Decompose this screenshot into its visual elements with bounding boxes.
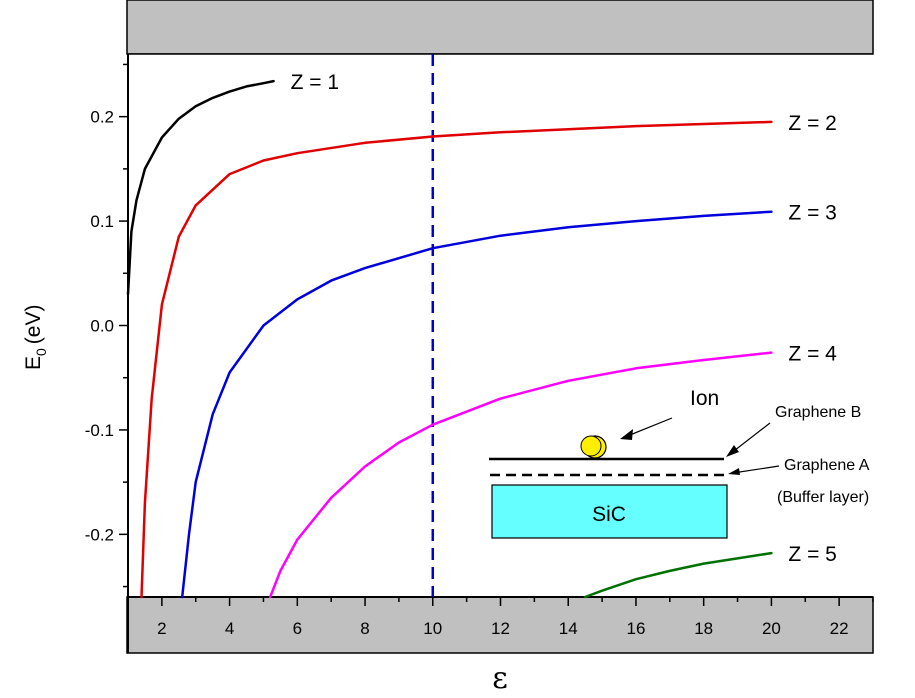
series-line-z1 <box>126 79 275 296</box>
x-tick-label: 6 <box>293 619 302 638</box>
x-tick-label: 10 <box>423 619 442 638</box>
x-tick-label: 2 <box>157 619 166 638</box>
x-tick-label: 4 <box>225 619 234 638</box>
x-tick-label: 16 <box>626 619 645 638</box>
x-tick-label: 20 <box>762 619 781 638</box>
ion-label: Ion <box>690 387 719 410</box>
series-label-z3: Z = 3 <box>788 202 836 225</box>
sic-label: SiC <box>592 503 626 526</box>
x-tick-label: 22 <box>830 619 849 638</box>
buffer-layer-label: (Buffer layer) <box>777 489 869 506</box>
ion-arrow <box>624 417 673 438</box>
series-line-z4 <box>268 351 773 599</box>
series-label-z5: Z = 5 <box>788 543 836 566</box>
series-line-z2 <box>140 120 773 599</box>
y-tick-label: -0.1 <box>85 421 114 440</box>
bottom-band <box>126 596 874 654</box>
series-line-z3 <box>180 210 773 599</box>
y-axis-label-unit: (eV) <box>22 305 45 345</box>
x-axis-label: ε <box>492 661 508 696</box>
x-tick-label: 8 <box>360 619 369 638</box>
top-band <box>126 0 874 55</box>
y-tick-label: -0.2 <box>85 525 114 544</box>
x-tick-label: 18 <box>694 619 713 638</box>
y-axis-label-sub: 0 <box>33 348 49 356</box>
x-tick-label: 14 <box>559 619 578 638</box>
graphene-b-label: Graphene B <box>775 404 861 421</box>
y-tick-label: 0.0 <box>90 317 114 336</box>
x-tick-label: 12 <box>491 619 510 638</box>
series-line-z5 <box>583 551 773 599</box>
y-tick-label: 0.1 <box>90 212 114 231</box>
sic-substrate <box>491 484 728 539</box>
graphene-a-arrow <box>732 465 780 474</box>
series-label-z4: Z = 4 <box>788 343 837 366</box>
y-axis-label-main: E <box>22 356 45 370</box>
graphene-a-label: Graphene A <box>784 457 870 474</box>
graphene-a-arrowhead <box>728 468 740 475</box>
series-label-z1: Z = 1 <box>291 71 339 94</box>
y-tick-label: 0.2 <box>90 108 114 127</box>
series-label-z2: Z = 2 <box>788 112 836 135</box>
graphene-b-arrowhead <box>726 445 739 457</box>
y-axis-label: E0 (eV) <box>22 305 49 371</box>
ion-ball <box>580 435 602 457</box>
ion-arrowhead <box>620 429 633 440</box>
inset-schematic: SiC Ion Graphene B Graphene A (Buffer la… <box>489 387 870 539</box>
